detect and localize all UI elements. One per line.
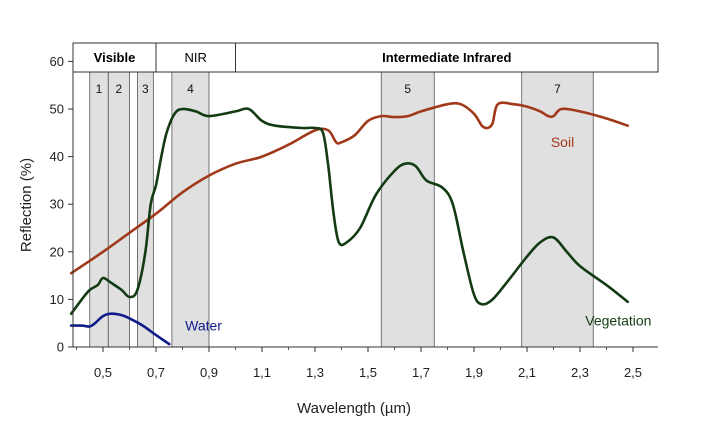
series-labels: Soil Vegetation Water (185, 134, 651, 333)
series-water-line (69, 312, 171, 346)
series-water-label: Water (185, 317, 222, 333)
region-intermediate-infrared-label: Intermediate Infrared (382, 50, 511, 65)
band-1-label: 1 (96, 82, 103, 96)
y-tick-label-40: 40 (50, 149, 64, 164)
y-tick-label-0: 0 (57, 340, 64, 355)
y-tick-label-60: 60 (50, 54, 64, 69)
x-tick-label-2-3: 2,3 (571, 365, 589, 380)
series-lines (69, 101, 629, 346)
band-5-label: 5 (404, 82, 411, 96)
x-tick-label-1-9: 1,9 (465, 365, 483, 380)
band-2-rect (107, 71, 130, 348)
region-header-frame (72, 42, 659, 73)
band-3-label: 3 (142, 82, 149, 96)
series-vegetation-label: Vegetation (585, 313, 651, 329)
y-axis-label: Reflection (%) (18, 158, 35, 252)
band-4-rect (171, 71, 210, 348)
x-tick-label-2-1: 2,1 (518, 365, 536, 380)
axes: 0 10 20 30 40 50 60 0,5 0,7 0,9 1,1 1,3 1,5 1,7 1,9 2,1… (50, 43, 658, 380)
x-tick-label-1-7: 1,7 (412, 365, 430, 380)
x-tick-label-1-3: 1,3 (306, 365, 324, 380)
band-4-label: 4 (187, 82, 194, 96)
y-tick-label-50: 50 (50, 102, 64, 117)
x-tick-label-0-7: 0,7 (147, 365, 165, 380)
series-vegetation-line (69, 107, 629, 315)
x-tick-label-1-5: 1,5 (359, 365, 377, 380)
x-axis-label: Wavelength (µm) (297, 400, 411, 417)
band-2-label: 2 (116, 82, 123, 96)
y-tick-label-30: 30 (50, 197, 64, 212)
band-5-rect (380, 71, 435, 348)
series-soil-label: Soil (551, 134, 574, 150)
x-tick-label-1-1: 1,1 (253, 365, 271, 380)
band-7-rect (521, 71, 594, 348)
region-nir-label: NIR (185, 50, 207, 65)
y-tick-label-10: 10 (50, 292, 64, 307)
band-1-rect (89, 71, 109, 348)
x-tick-label-0-5: 0,5 (94, 365, 112, 380)
region-visible-label: Visible (94, 50, 136, 65)
x-tick-label-2-5: 2,5 (624, 365, 642, 380)
x-tick-label-0-9: 0,9 (200, 365, 218, 380)
series-soil-line (69, 101, 629, 275)
y-tick-label-20: 20 (50, 244, 64, 259)
band-7-label: 7 (554, 82, 561, 96)
region-header: Visible NIR Intermediate Infrared (72, 42, 659, 73)
